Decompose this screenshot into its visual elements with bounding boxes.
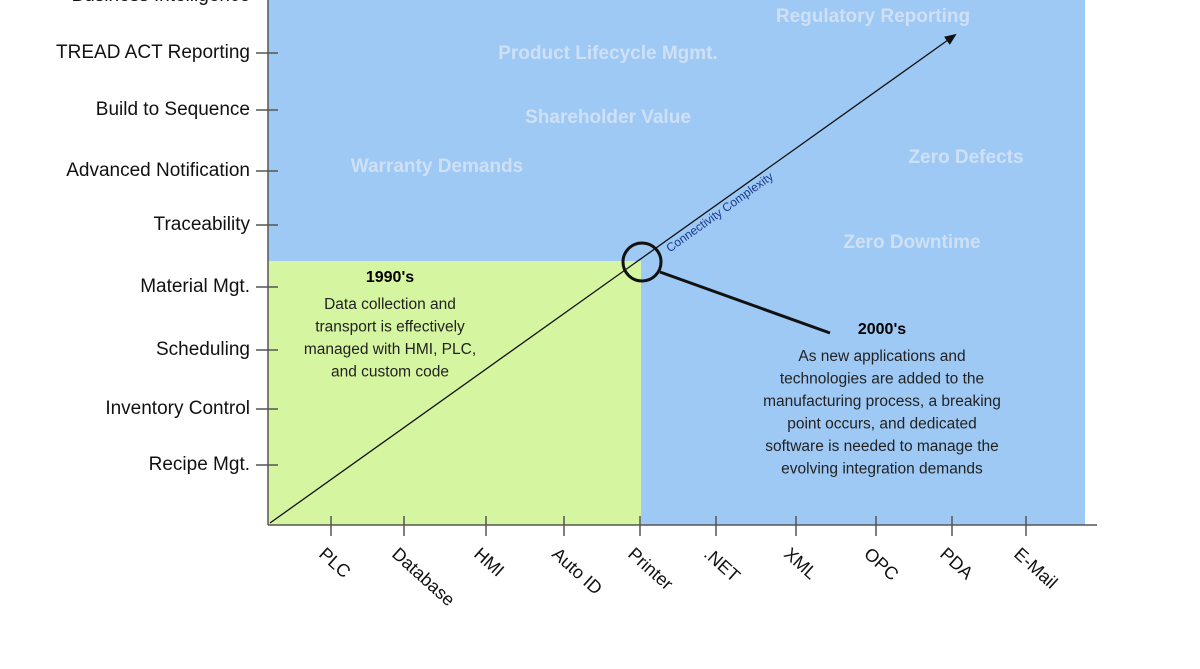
x-axis-label: Printer [624,544,677,594]
era-text: manufacturing process, a breaking [763,393,1001,410]
era-text: software is needed to manage the [765,438,999,455]
era-text: point occurs, and dedicated [787,416,977,433]
background-label: Product Lifecycle Mgmt. [498,43,718,64]
era-text: As new applications and [798,348,965,365]
y-axis-label: Build to Sequence [96,99,250,120]
x-axis-label: OPC [860,544,902,585]
background-label: Zero Downtime [843,232,980,253]
x-axis-label: PLC [315,544,354,582]
era-text: managed with HMI, PLC, [304,341,476,358]
background-label: Warranty Demands [351,156,523,177]
y-axis-label: Material Mgt. [140,276,250,297]
x-axis-label: Database [388,544,459,610]
background-label: Zero Defects [908,147,1023,168]
x-axis-label: .NET [700,544,744,586]
x-axis-label: E-Mail [1010,544,1061,593]
callout-line [659,270,831,335]
era-title: 2000's [858,321,906,338]
x-axis-label: XML [780,544,821,584]
background-label: Shareholder Value [525,107,691,128]
x-axis-label: PDA [936,544,977,584]
y-axis-label: Traceability [154,214,251,235]
background-label: Regulatory Reporting [776,6,970,27]
complexity-arrow [269,33,957,524]
era-text: technologies are added to the [780,371,984,388]
green-region [268,261,641,525]
era-title: 1990's [366,269,414,286]
y-axis-label: Advanced Notification [66,160,250,181]
y-axis-label: Business Intelligence [72,0,251,6]
era-text: Data collection and [324,296,456,313]
x-axis-label: Auto ID [548,544,606,599]
y-axis-label: Recipe Mgt. [149,454,250,475]
era-text: and custom code [331,364,449,381]
y-axis-label: Scheduling [156,339,250,360]
x-axis-label: HMI [470,544,508,581]
era-text: transport is effectively [315,319,465,336]
y-axis-label: Inventory Control [105,398,250,419]
era-text: evolving integration demands [781,461,983,478]
y-axis-label: TREAD ACT Reporting [56,42,250,63]
breaking-point [621,241,663,283]
